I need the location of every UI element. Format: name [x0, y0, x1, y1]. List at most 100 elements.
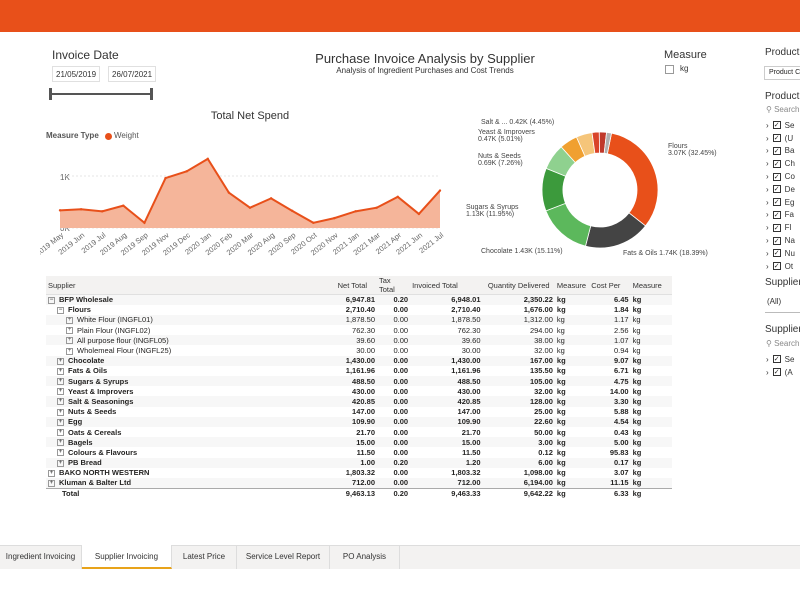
- data-point[interactable]: [122, 204, 125, 207]
- data-point[interactable]: [438, 189, 442, 192]
- expand-icon[interactable]: +: [57, 367, 64, 375]
- product-checkbox[interactable]: ✓: [772, 262, 781, 271]
- table-row[interactable]: + BAKO NORTH WESTERN 1,803.32 0.00 1,803.32 1…: [46, 468, 672, 478]
- column-header[interactable]: Cost Per: [589, 276, 631, 295]
- column-header[interactable]: Quantity Delivered: [482, 276, 555, 295]
- table-row[interactable]: + All purpose flour (INGFL05) 39.60 0.00 39.…: [46, 335, 672, 346]
- product-item[interactable]: › ✓ Ch: [766, 157, 795, 170]
- data-point[interactable]: [291, 209, 294, 213]
- product-item[interactable]: › ✓ Na: [766, 234, 795, 247]
- chevron-right-icon[interactable]: ›: [766, 172, 769, 182]
- chevron-right-icon[interactable]: ›: [766, 120, 769, 130]
- expand-icon[interactable]: +: [57, 388, 64, 396]
- product-checkbox[interactable]: ✓: [772, 249, 781, 258]
- product-item[interactable]: › ✓ Se: [766, 119, 795, 132]
- table-row[interactable]: − BFP Wholesale 6,947.81 0.20 6,948.01 2,350.…: [46, 294, 672, 305]
- supplier-checkbox[interactable]: ✓: [772, 368, 781, 377]
- product-checkbox[interactable]: ✓: [772, 185, 781, 194]
- data-point[interactable]: [143, 221, 146, 224]
- product-item[interactable]: › ✓ Fl: [766, 221, 795, 234]
- supplier-checkbox[interactable]: ✓: [772, 355, 781, 364]
- start-date-input[interactable]: 21/05/2019: [52, 66, 100, 82]
- table-row[interactable]: − Flours 2,710.40 0.00 2,710.40 1,676.00 kg 1.8…: [46, 305, 672, 315]
- donut-slice-other[interactable]: [603, 131, 612, 155]
- table-row[interactable]: + Colours & Flavours 11.50 0.00 11.50 0.12 kg 9…: [46, 447, 672, 457]
- date-slider-end-handle[interactable]: [150, 88, 153, 100]
- product-item[interactable]: › ✓ Ba: [766, 145, 795, 158]
- expand-icon[interactable]: +: [57, 429, 64, 437]
- product-checkbox[interactable]: ✓: [772, 210, 781, 219]
- expand-icon[interactable]: +: [48, 469, 55, 477]
- data-point[interactable]: [354, 210, 357, 213]
- column-header[interactable]: Measure: [630, 276, 672, 295]
- column-header[interactable]: Net Total: [335, 276, 377, 295]
- product-checkbox[interactable]: ✓: [772, 198, 781, 207]
- table-row[interactable]: + Kluman & Balter Ltd 712.00 0.00 712.00 6,19…: [46, 477, 672, 489]
- expand-icon[interactable]: +: [57, 439, 64, 447]
- chevron-right-icon[interactable]: ›: [766, 354, 769, 364]
- product-checkbox[interactable]: ✓: [772, 236, 781, 245]
- column-header[interactable]: Measure: [554, 276, 590, 295]
- expand-icon[interactable]: +: [57, 459, 64, 467]
- table-row[interactable]: + Plain Flour (INGFL02) 762.30 0.00 762.30 29…: [46, 325, 672, 335]
- product-item[interactable]: › ✓ Nu: [766, 247, 795, 260]
- chevron-right-icon[interactable]: ›: [766, 146, 769, 156]
- product-checkbox[interactable]: ✓: [772, 121, 781, 130]
- date-slider-start-handle[interactable]: [49, 88, 52, 100]
- table-row[interactable]: + Nuts & Seeds 147.00 0.00 147.00 25.00 kg 5.88…: [46, 407, 672, 417]
- collapse-icon[interactable]: −: [48, 296, 55, 304]
- supplier-item[interactable]: › ✓ Se: [766, 353, 794, 366]
- product-checkbox[interactable]: ✓: [772, 172, 781, 181]
- expand-icon[interactable]: +: [48, 479, 55, 487]
- table-row[interactable]: + Fats & Oils 1,161.96 0.00 1,161.96 135.50 kg…: [46, 366, 672, 376]
- expand-icon[interactable]: +: [57, 408, 64, 416]
- chevron-right-icon[interactable]: ›: [766, 223, 769, 233]
- data-point[interactable]: [312, 221, 315, 224]
- product-checkbox[interactable]: ✓: [772, 159, 781, 168]
- chevron-right-icon[interactable]: ›: [766, 261, 769, 271]
- chevron-right-icon[interactable]: ›: [766, 248, 769, 258]
- chevron-right-icon[interactable]: ›: [766, 159, 769, 169]
- tab-ingredient-invoicing[interactable]: Ingredient Invoicing: [0, 545, 82, 569]
- data-point[interactable]: [269, 197, 273, 200]
- data-point[interactable]: [227, 191, 231, 194]
- data-point[interactable]: [206, 157, 209, 161]
- legend-weight-label[interactable]: Weight: [114, 131, 139, 140]
- table-row[interactable]: + Wholemeal Flour (INGFL25) 30.00 0.00 30.00…: [46, 345, 672, 355]
- product-item[interactable]: › ✓ Ot: [766, 260, 795, 273]
- column-header[interactable]: Supplier: [46, 276, 336, 295]
- table-row[interactable]: + Yeast & Improvers 430.00 0.00 430.00 32.00 k…: [46, 386, 672, 396]
- chevron-right-icon[interactable]: ›: [766, 236, 769, 246]
- chevron-right-icon[interactable]: ›: [766, 210, 769, 220]
- end-date-input[interactable]: 26/07/2021: [108, 66, 156, 82]
- data-point[interactable]: [79, 208, 83, 211]
- product-checkbox[interactable]: ✓: [772, 146, 781, 155]
- chevron-right-icon[interactable]: ›: [766, 184, 769, 194]
- product-checkbox[interactable]: ✓: [772, 223, 781, 232]
- data-point[interactable]: [58, 209, 62, 212]
- date-slider-track[interactable]: [50, 93, 152, 95]
- data-point[interactable]: [185, 170, 188, 173]
- product-item[interactable]: › ✓ De: [766, 183, 795, 196]
- data-point[interactable]: [396, 195, 399, 198]
- data-point[interactable]: [101, 210, 104, 213]
- table-row[interactable]: + Oats & Cereals 21.70 0.00 21.70 50.00 kg 0.43…: [46, 427, 672, 437]
- tab-service-level-report[interactable]: Service Level Report: [237, 545, 330, 569]
- expand-icon[interactable]: +: [57, 418, 64, 426]
- table-row[interactable]: + PB Bread 1.00 0.20 1.20 6.00 kg 0.17 kg: [46, 457, 672, 468]
- donut-slice-flours[interactable]: [606, 132, 659, 227]
- table-row[interactable]: + Sugars & Syrups 488.50 0.00 488.50 105.00 kg…: [46, 376, 672, 387]
- table-row[interactable]: + Bagels 15.00 0.00 15.00 3.00 kg 5.00 kg: [46, 437, 672, 448]
- measure-kg-checkbox[interactable]: [665, 65, 674, 74]
- expand-icon[interactable]: +: [66, 337, 73, 345]
- table-row[interactable]: + White Flour (INGFL01) 1,878.50 0.00 1,878.…: [46, 314, 672, 326]
- chevron-right-icon[interactable]: ›: [766, 133, 769, 143]
- expand-icon[interactable]: +: [57, 378, 64, 386]
- supplier-search[interactable]: ⚲ Search: [766, 339, 799, 348]
- product-item[interactable]: › ✓ Eg: [766, 196, 795, 209]
- product-dropdown[interactable]: Product C: [764, 66, 800, 80]
- donut-slice-chocolate[interactable]: [545, 202, 592, 247]
- table-row[interactable]: + Egg 109.90 0.00 109.90 22.60 kg 4.54 kg: [46, 416, 672, 427]
- product-checkbox[interactable]: ✓: [772, 134, 781, 143]
- table-row[interactable]: + Chocolate 1,430.00 0.00 1,430.00 167.00 kg 9.…: [46, 355, 672, 366]
